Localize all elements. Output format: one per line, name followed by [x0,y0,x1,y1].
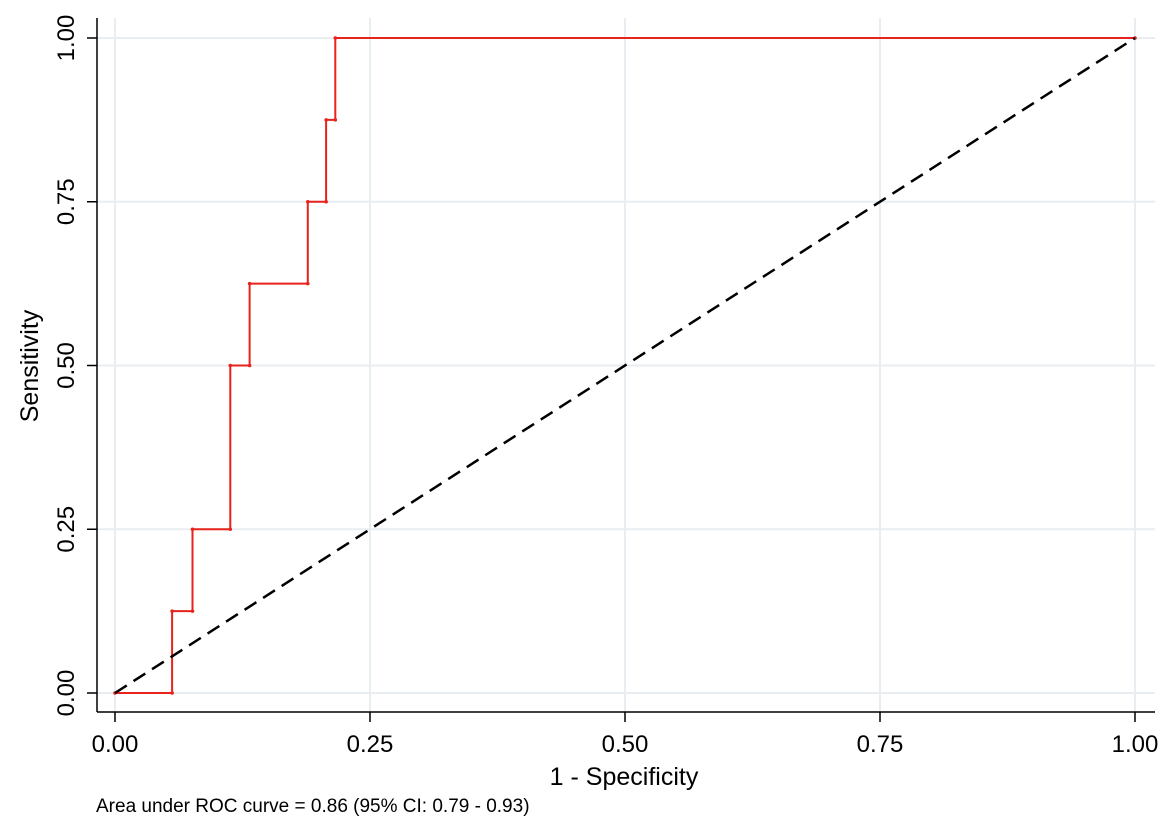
x-tick-label: 1.00 [1112,731,1159,758]
roc-point [247,281,252,286]
x-tick-label: 0.25 [347,731,394,758]
roc-point [228,527,233,532]
roc-curve-line [115,37,1135,694]
x-tick-label: 0.50 [602,731,649,758]
y-tick-label: 1.00 [53,15,80,62]
reference-diagonal-line [114,36,1136,695]
roc-point [324,118,328,122]
x-tick-label: 0.75 [857,731,904,758]
y-tick-label: 0.25 [53,506,80,553]
roc-point [190,527,195,532]
y-axis-title: Sensitivity [16,309,44,422]
x-axis-title: 1 - Specificity [550,763,699,791]
roc-point [228,363,233,368]
x-tick-label: 0.00 [92,731,139,758]
roc-point [190,609,195,613]
series [113,36,1137,695]
roc-point [333,36,338,40]
tick-labels: 0.00 0.25 0.50 0.75 1.00 0.00 0.25 0.50 0.75 1.00 [53,15,1158,758]
roc-point [305,281,310,286]
y-tick-label: 0.75 [53,178,80,225]
roc-point [305,199,310,204]
roc-point [333,118,338,122]
y-tick-label: 0.50 [53,342,80,389]
auc-annotation: Area under ROC curve = 0.86 (95% CI: 0.7… [96,796,530,817]
roc-point [247,363,252,368]
roc-point [324,199,328,204]
roc-point [170,609,174,613]
roc-point [170,691,174,695]
y-tick-label: 0.00 [53,670,80,717]
